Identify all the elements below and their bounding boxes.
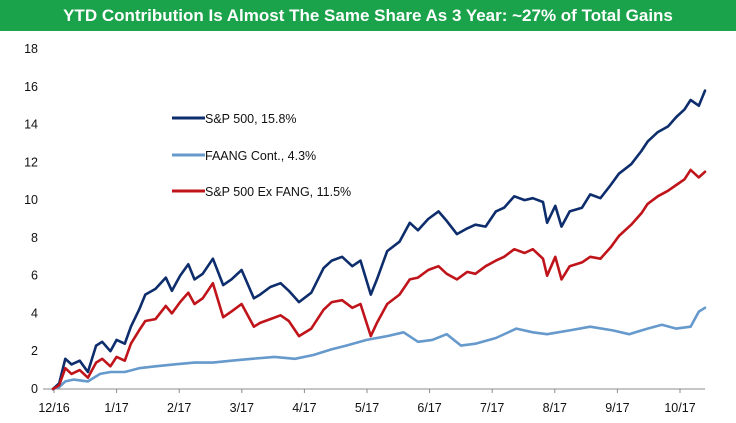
x-tick-label: 9/17	[605, 401, 629, 415]
x-tick-label: 1/17	[104, 401, 128, 415]
x-tick-label: 3/17	[230, 401, 254, 415]
chart-title: YTD Contribution Is Almost The Same Shar…	[63, 5, 673, 25]
y-tick-label: 10	[24, 193, 38, 207]
x-tick-label: 5/17	[355, 401, 379, 415]
y-tick-label: 2	[31, 344, 38, 358]
y-tick-label: 18	[24, 42, 38, 56]
series-line-2	[51, 306, 707, 391]
y-tick-label: 0	[31, 382, 38, 396]
y-tick-label: 12	[24, 155, 38, 169]
y-tick-label: 14	[24, 118, 38, 132]
series-line-3	[51, 168, 707, 391]
y-tick-label: 6	[31, 269, 38, 283]
x-tick-label: 10/17	[664, 401, 695, 415]
legend-label-2: FAANG Cont., 4.3%	[205, 149, 316, 163]
x-tick-label: 2/17	[167, 401, 191, 415]
x-tick-label: 7/17	[480, 401, 504, 415]
series-line-1	[51, 89, 707, 391]
y-tick-label: 16	[24, 80, 38, 94]
x-tick-label: 6/17	[417, 401, 441, 415]
chart-title-bar: YTD Contribution Is Almost The Same Shar…	[0, 0, 736, 31]
legend-label-3: S&P 500 Ex FANG, 11.5%	[205, 185, 351, 199]
x-tick-label: 12/16	[38, 401, 69, 415]
x-tick-label: 4/17	[292, 401, 316, 415]
y-tick-label: 8	[31, 231, 38, 245]
x-tick-label: 8/17	[543, 401, 567, 415]
y-axis-ticks: 0 2 4 6 8 10 12 14 16 18	[24, 42, 38, 396]
series-layer	[51, 89, 707, 391]
y-tick-label: 4	[31, 306, 38, 320]
x-axis-ticks: 12/16 1/17 2/17 3/17 4/17 5/17 6/17 7/17 8/17 9/1…	[38, 389, 696, 415]
legend-label-1: S&P 500, 15.8%	[205, 112, 297, 126]
legend: S&P 500, 15.8% FAANG Cont., 4.3% S&P 500 E…	[172, 112, 351, 199]
